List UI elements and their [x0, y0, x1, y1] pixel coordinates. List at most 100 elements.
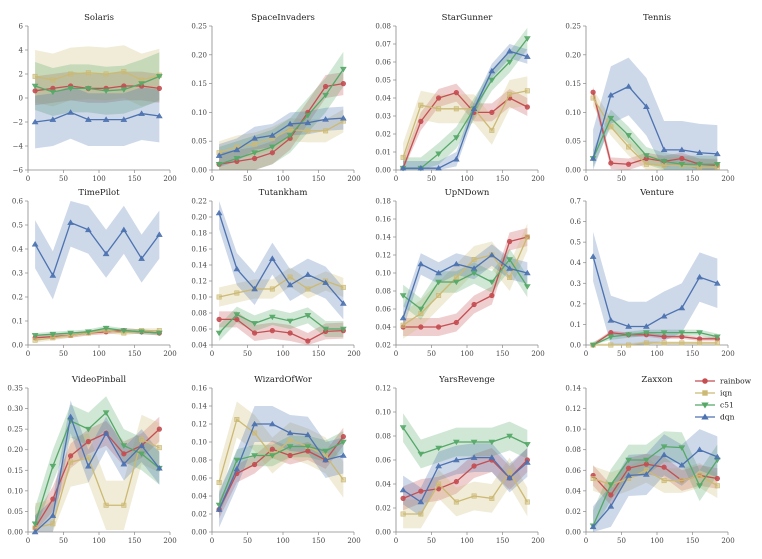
x-tick-label: 150	[312, 350, 325, 358]
point-dqn	[453, 260, 460, 267]
band-rainbow	[219, 311, 344, 345]
x-tick-label: 200	[531, 537, 544, 545]
band-dqn	[403, 244, 528, 329]
point-c51	[678, 330, 686, 336]
point-c51	[417, 451, 425, 458]
point-dqn	[399, 314, 407, 321]
x-tick-label: 200	[163, 175, 176, 183]
point-iqn	[32, 337, 38, 343]
y-tick-label: 0.18	[191, 230, 207, 238]
point-c51	[251, 150, 258, 156]
y-tick-label: 0.1	[12, 318, 23, 326]
point-c51	[399, 293, 407, 299]
point-iqn	[524, 499, 530, 505]
x-tick-label: 50	[59, 350, 68, 358]
point-dqn	[470, 105, 478, 112]
point-dqn	[138, 442, 145, 448]
point-c51	[506, 257, 513, 263]
panel-title: SpaceInvaders	[251, 13, 315, 23]
band-c51	[219, 431, 344, 516]
point-dqn	[643, 471, 650, 477]
point-rainbow	[679, 155, 685, 162]
point-dqn	[251, 135, 258, 141]
point-rainbow	[216, 316, 222, 323]
panel-timepilot: TimePilot 0.0 0.1 0.2 0.3 0.4 0.5 0.6 0 50 100 150 2…	[12, 188, 177, 358]
point-dqn	[31, 528, 39, 535]
point-iqn	[287, 274, 293, 280]
x-tick-label: 150	[128, 350, 141, 358]
y-tick-label: 0.00	[7, 529, 23, 537]
y-tick-label: 0.10	[191, 439, 207, 447]
point-iqn	[626, 342, 632, 348]
series-line-dqn	[592, 85, 718, 159]
point-dqn	[417, 498, 425, 505]
point-rainbow	[661, 464, 667, 470]
point-rainbow	[608, 492, 614, 498]
point-dqn	[488, 67, 496, 74]
y-tick-label: 0.25	[7, 426, 23, 434]
point-dqn	[625, 83, 632, 89]
y-tick-label: 0.7	[570, 198, 581, 206]
y-tick-label: 0.3	[12, 270, 23, 278]
point-dqn	[696, 273, 703, 280]
point-rainbow	[608, 330, 614, 336]
legend-marker-dqn	[701, 413, 709, 420]
series-line-iqn	[402, 90, 528, 158]
y-tick-label: 0.08	[565, 446, 581, 454]
series-line-rainbow	[219, 318, 344, 342]
x-tick-label: 0	[210, 537, 214, 545]
point-iqn	[68, 71, 74, 77]
point-dqn	[67, 413, 74, 420]
x-tick-label: 150	[496, 350, 509, 358]
point-iqn	[216, 479, 222, 485]
y-tick-label: 0.20	[565, 51, 581, 59]
panel-zaxxon: Zaxxon 0.00 0.02 0.04 0.06 0.08 0.10 0.12 0.14 0 5…	[565, 375, 734, 545]
point-dqn	[417, 260, 425, 267]
y-tick-label: 0.12	[191, 421, 207, 429]
point-dqn	[286, 429, 294, 436]
point-c51	[696, 483, 703, 489]
point-iqn	[697, 472, 703, 478]
point-dqn	[322, 456, 329, 463]
point-iqn	[661, 340, 667, 346]
y-tick-label: 0.03	[375, 113, 391, 121]
y-tick-label: 0.04	[375, 481, 391, 489]
point-dqn	[417, 165, 425, 171]
x-tick-label: 200	[531, 175, 544, 183]
point-c51	[85, 329, 92, 335]
point-dqn	[304, 271, 312, 277]
point-iqn	[679, 478, 685, 484]
point-iqn	[489, 127, 495, 133]
point-rainbow	[234, 316, 240, 323]
point-iqn	[50, 521, 56, 527]
point-dqn	[233, 265, 241, 272]
y-tick-label: 0.30	[7, 405, 23, 413]
point-iqn	[305, 128, 311, 134]
y-tick-label: 0.06	[565, 467, 581, 475]
y-tick-label: 0.16	[191, 246, 207, 254]
x-tick-label: 50	[59, 537, 68, 545]
point-rainbow	[121, 451, 127, 457]
y-tick-label: 0.35	[7, 385, 23, 393]
x-tick-label: 100	[92, 175, 105, 183]
point-dqn	[453, 156, 460, 162]
point-c51	[506, 59, 513, 66]
point-c51	[322, 448, 329, 455]
x-tick-label: 50	[59, 175, 68, 183]
point-dqn	[269, 132, 276, 138]
point-rainbow	[418, 324, 424, 330]
y-tick-label: 0.01	[375, 149, 391, 157]
x-tick-label: 150	[686, 175, 699, 183]
band-dqn	[403, 443, 528, 517]
point-c51	[269, 453, 276, 459]
point-dqn	[625, 472, 632, 478]
point-dqn	[625, 323, 632, 329]
point-dqn	[435, 269, 442, 276]
point-rainbow	[453, 89, 459, 96]
point-rainbow	[453, 319, 459, 326]
point-c51	[524, 284, 531, 290]
series-line-iqn	[218, 276, 344, 298]
point-dqn	[156, 465, 163, 471]
panel-tennis: Tennis 0.00 0.05 0.10 0.15 0.20 0.25 0 50 100 150 2…	[565, 13, 734, 183]
point-iqn	[489, 495, 495, 501]
